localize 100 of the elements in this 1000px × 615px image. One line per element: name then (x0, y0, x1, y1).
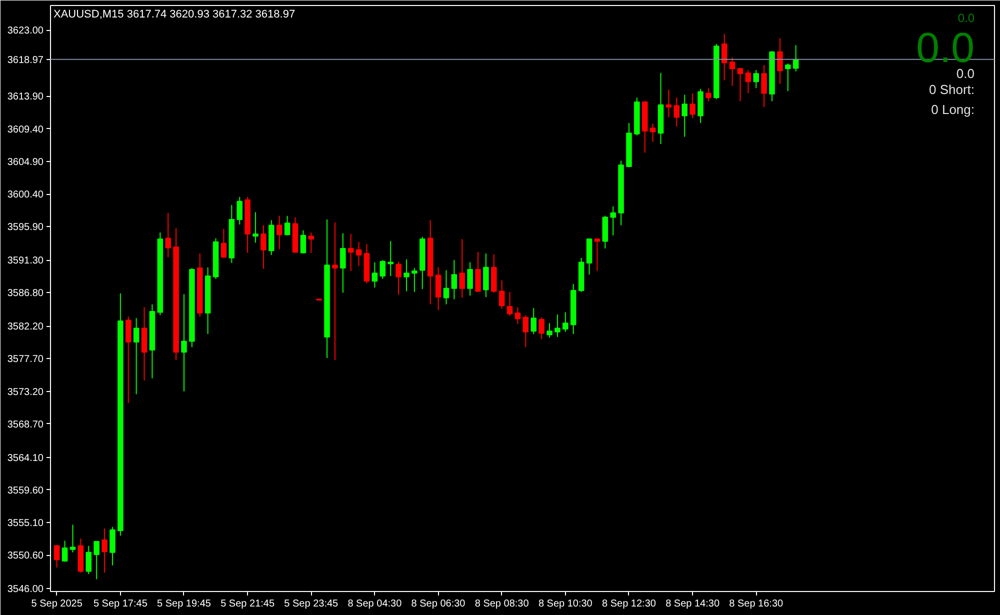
candlestick (666, 89, 672, 118)
y-tick-label: 3546.00 (7, 584, 44, 596)
y-tick-label: 3591.30 (7, 256, 44, 267)
chart-title: XAUUSD,M15 3617.74 3620.93 3617.32 3618.97 (54, 8, 296, 20)
candlestick (522, 314, 529, 348)
candlestick (220, 228, 227, 258)
x-tick-label: 5 Sep 21:45 (220, 598, 275, 610)
candlestick (86, 545, 92, 575)
candlestick (300, 230, 306, 254)
candlestick (54, 544, 60, 568)
x-tick-label: 8 Sep 08:30 (474, 598, 530, 610)
y-tick-label: 3609.40 (7, 124, 44, 136)
candlestick (459, 238, 465, 298)
x-tick-label: 5 Sep 2025 (31, 598, 83, 610)
candlestick (586, 238, 592, 276)
candlestick (396, 261, 402, 296)
y-tick-label: 3559.60 (7, 485, 44, 496)
y-tick-label: 3613.90 (7, 92, 44, 103)
x-tick-label: 8 Sep 14:30 (666, 598, 720, 610)
x-tick-label: 8 Sep 04:30 (348, 598, 402, 610)
candlestick (546, 322, 552, 338)
candlestick (745, 70, 752, 94)
candlestick (236, 196, 242, 226)
y-tick-label: 3577.70 (7, 354, 44, 366)
candlestick (483, 253, 489, 298)
text: 0 Short: (928, 82, 975, 97)
y-tick-label: 3586.80 (7, 288, 44, 300)
y-tick-label: 3555.10 (7, 518, 44, 530)
ref-line-label: 3618.97 (7, 54, 44, 66)
candlestick (372, 262, 378, 288)
candlestick (761, 64, 767, 108)
y-tick-label: 3582.20 (7, 322, 44, 333)
candlestick (682, 94, 688, 138)
candlestick (380, 260, 386, 280)
text: 0 Long: (931, 102, 974, 117)
candlestick (554, 314, 560, 338)
y-tick-label: 3550.60 (7, 550, 44, 562)
candlestick (690, 92, 696, 118)
candlestick (777, 38, 783, 84)
x-tick-label: 8 Sep 06:30 (411, 598, 466, 610)
x-tick-label: 8 Sep 12:30 (602, 598, 656, 610)
candlestick (514, 306, 521, 324)
candlestick (70, 524, 76, 553)
candlestick (753, 70, 759, 89)
y-tick-label: 3573.20 (7, 386, 44, 398)
candlestick (602, 215, 608, 249)
candlestick (388, 240, 394, 277)
candlestick (785, 63, 791, 92)
candlestick (737, 67, 744, 102)
candlestick (165, 212, 171, 258)
candlestick (356, 241, 362, 266)
candlestick (491, 254, 497, 294)
candlestick (729, 57, 736, 86)
candlestick (698, 88, 704, 124)
candlestick (650, 123, 656, 142)
candlestick (610, 206, 616, 236)
y-tick-label: 3595.90 (7, 222, 44, 234)
x-tick-label: 5 Sep 23:45 (284, 598, 339, 610)
candlestick (102, 528, 108, 574)
candlestick (467, 262, 473, 296)
candlestick (498, 280, 505, 310)
y-tick-label: 3564.10 (7, 452, 44, 464)
candlestick (443, 270, 450, 305)
candlestick (260, 224, 266, 270)
candlestick (125, 316, 132, 404)
candlestick (62, 540, 68, 562)
x-tick-label: 8 Sep 10:30 (538, 598, 593, 610)
candlestick (594, 238, 600, 272)
candlestick (721, 33, 728, 81)
candlestick (562, 312, 568, 332)
candlestick (538, 316, 544, 340)
candlestick (530, 307, 537, 335)
candlestick (181, 294, 187, 392)
candlestick (340, 232, 346, 294)
candlestick (674, 97, 680, 128)
candlestick (110, 526, 116, 566)
candlestick (404, 258, 410, 292)
y-tick-label: 3623.00 (7, 26, 44, 37)
x-tick-label: 5 Sep 17:45 (93, 598, 148, 610)
text: 0.0 (956, 66, 975, 81)
text: 0.0 (958, 11, 975, 25)
candlestick (332, 222, 338, 361)
y-tick-label: 3600.40 (7, 190, 44, 201)
candlestick (451, 260, 458, 300)
candlestick (506, 291, 513, 316)
y-tick-label: 3604.90 (7, 156, 44, 168)
candlestick (412, 268, 418, 292)
candlestick (276, 215, 282, 250)
candlestick (706, 88, 712, 102)
candlestick (348, 233, 354, 272)
candlestick (308, 232, 314, 254)
candlestick (141, 306, 148, 381)
x-tick-label: 8 Sep 16:30 (729, 598, 784, 610)
candlestick (252, 212, 258, 244)
candlestick (133, 318, 140, 395)
candlestick (435, 266, 442, 311)
y-tick-label: 3568.70 (7, 419, 44, 430)
candlestick (94, 540, 100, 580)
x-tick-label: 5 Sep 19:45 (157, 598, 212, 610)
candlestick (284, 215, 290, 236)
